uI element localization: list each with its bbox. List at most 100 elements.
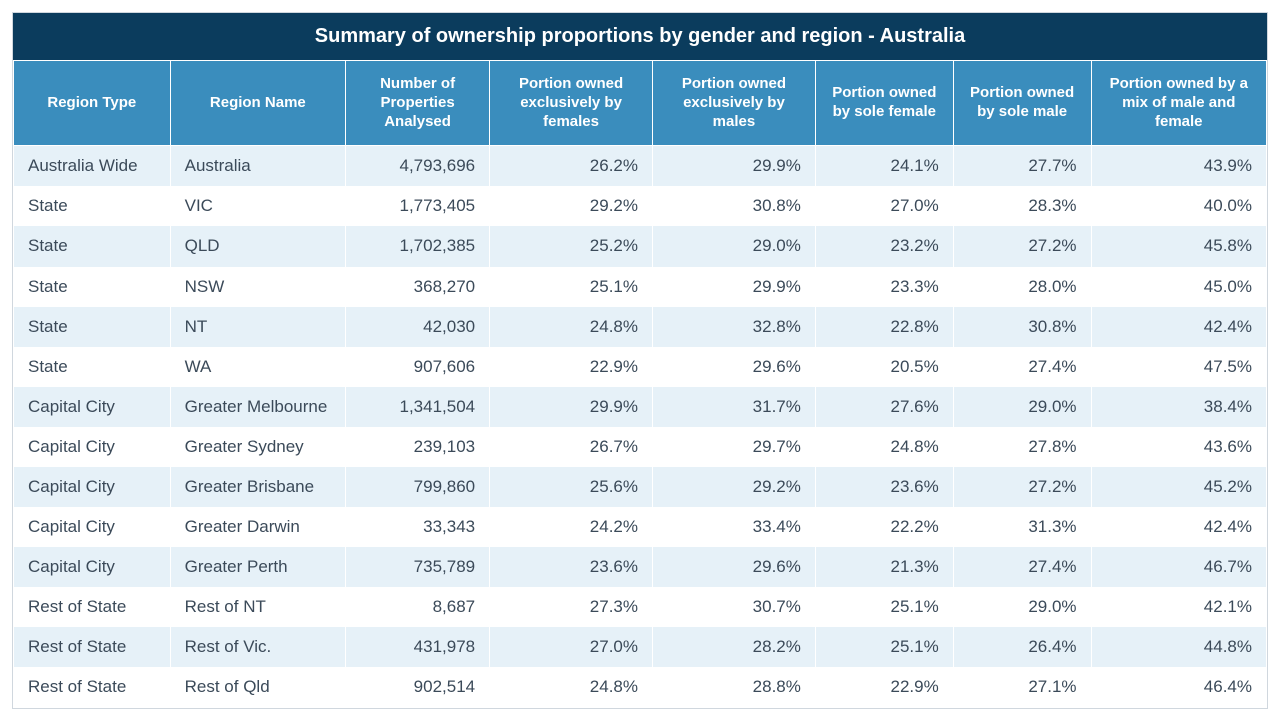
- table-cell: 28.8%: [653, 667, 816, 707]
- table-cell: Capital City: [14, 427, 171, 467]
- table-cell: 27.0%: [490, 627, 653, 667]
- table-cell: State: [14, 307, 171, 347]
- table-cell: 431,978: [346, 627, 490, 667]
- table-cell: 27.8%: [953, 427, 1091, 467]
- table-cell: QLD: [170, 226, 345, 266]
- table-cell: WA: [170, 347, 345, 387]
- table-cell: 239,103: [346, 427, 490, 467]
- table-cell: 27.3%: [490, 587, 653, 627]
- table-cell: 24.2%: [490, 507, 653, 547]
- table-cell: 30.7%: [653, 587, 816, 627]
- table-cell: 29.6%: [653, 347, 816, 387]
- table-cell: 42.4%: [1091, 307, 1266, 347]
- table-cell: 45.2%: [1091, 467, 1266, 507]
- column-header: Portion owned by sole female: [815, 61, 953, 146]
- column-header: Portion owned by a mix of male and femal…: [1091, 61, 1266, 146]
- table-cell: 26.7%: [490, 427, 653, 467]
- table-cell: 28.2%: [653, 627, 816, 667]
- table-cell: Greater Melbourne: [170, 387, 345, 427]
- table-cell: 42,030: [346, 307, 490, 347]
- table-cell: 24.8%: [815, 427, 953, 467]
- table-cell: Capital City: [14, 547, 171, 587]
- table-body: Australia WideAustralia4,793,69626.2%29.…: [14, 146, 1267, 708]
- table-cell: 23.3%: [815, 267, 953, 307]
- column-header: Portion owned exclusively by females: [490, 61, 653, 146]
- table-header: Region TypeRegion NameNumber of Properti…: [14, 61, 1267, 146]
- table-cell: 29.2%: [490, 186, 653, 226]
- table-cell: Greater Brisbane: [170, 467, 345, 507]
- table-cell: 20.5%: [815, 347, 953, 387]
- table-row: StateWA907,60622.9%29.6%20.5%27.4%47.5%: [14, 347, 1267, 387]
- column-header: Region Type: [14, 61, 171, 146]
- table-cell: 25.1%: [490, 267, 653, 307]
- table-cell: Rest of State: [14, 587, 171, 627]
- table-cell: 23.6%: [490, 547, 653, 587]
- table-cell: 47.5%: [1091, 347, 1266, 387]
- table-cell: 22.9%: [490, 347, 653, 387]
- table-cell: Rest of NT: [170, 587, 345, 627]
- table-cell: 30.8%: [653, 186, 816, 226]
- ownership-table: Region TypeRegion NameNumber of Properti…: [13, 60, 1267, 708]
- table-cell: State: [14, 267, 171, 307]
- table-cell: 27.1%: [953, 667, 1091, 707]
- table-row: Capital CityGreater Melbourne1,341,50429…: [14, 387, 1267, 427]
- table-cell: 42.1%: [1091, 587, 1266, 627]
- table-cell: 23.2%: [815, 226, 953, 266]
- table-cell: Rest of State: [14, 667, 171, 707]
- table-cell: 43.6%: [1091, 427, 1266, 467]
- table-cell: 45.0%: [1091, 267, 1266, 307]
- table-row: StateVIC1,773,40529.2%30.8%27.0%28.3%40.…: [14, 186, 1267, 226]
- table-row: Capital CityGreater Sydney239,10326.7%29…: [14, 427, 1267, 467]
- table-cell: 24.8%: [490, 667, 653, 707]
- column-header: Region Name: [170, 61, 345, 146]
- table-cell: 22.8%: [815, 307, 953, 347]
- ownership-table-container: Summary of ownership proportions by gend…: [12, 12, 1268, 709]
- table-cell: 27.0%: [815, 186, 953, 226]
- table-cell: 29.0%: [953, 387, 1091, 427]
- table-cell: 27.7%: [953, 146, 1091, 187]
- table-cell: Greater Perth: [170, 547, 345, 587]
- column-header: Portion owned by sole male: [953, 61, 1091, 146]
- table-cell: 1,341,504: [346, 387, 490, 427]
- table-cell: 25.1%: [815, 627, 953, 667]
- table-cell: 25.6%: [490, 467, 653, 507]
- table-cell: 27.2%: [953, 226, 1091, 266]
- table-cell: 29.0%: [953, 587, 1091, 627]
- table-cell: 4,793,696: [346, 146, 490, 187]
- table-cell: 30.8%: [953, 307, 1091, 347]
- table-cell: 23.6%: [815, 467, 953, 507]
- table-cell: 735,789: [346, 547, 490, 587]
- table-cell: 1,773,405: [346, 186, 490, 226]
- table-cell: VIC: [170, 186, 345, 226]
- table-cell: Capital City: [14, 467, 171, 507]
- table-cell: 26.2%: [490, 146, 653, 187]
- table-cell: 31.3%: [953, 507, 1091, 547]
- table-cell: 368,270: [346, 267, 490, 307]
- table-cell: 29.0%: [653, 226, 816, 266]
- table-cell: 29.6%: [653, 547, 816, 587]
- table-row: StateNT42,03024.8%32.8%22.8%30.8%42.4%: [14, 307, 1267, 347]
- table-cell: 46.4%: [1091, 667, 1266, 707]
- table-cell: 902,514: [346, 667, 490, 707]
- table-cell: 45.8%: [1091, 226, 1266, 266]
- table-row: Rest of StateRest of NT8,68727.3%30.7%25…: [14, 587, 1267, 627]
- table-cell: 8,687: [346, 587, 490, 627]
- table-cell: 25.2%: [490, 226, 653, 266]
- column-header: Number of Properties Analysed: [346, 61, 490, 146]
- column-header: Portion owned exclusively by males: [653, 61, 816, 146]
- table-cell: 26.4%: [953, 627, 1091, 667]
- table-cell: 44.8%: [1091, 627, 1266, 667]
- table-cell: Australia: [170, 146, 345, 187]
- table-cell: Greater Darwin: [170, 507, 345, 547]
- table-row: StateNSW368,27025.1%29.9%23.3%28.0%45.0%: [14, 267, 1267, 307]
- table-row: Rest of StateRest of Qld902,51424.8%28.8…: [14, 667, 1267, 707]
- table-cell: 799,860: [346, 467, 490, 507]
- table-cell: 31.7%: [653, 387, 816, 427]
- table-cell: 29.2%: [653, 467, 816, 507]
- table-cell: 29.9%: [653, 267, 816, 307]
- table-row: Capital CityGreater Darwin33,34324.2%33.…: [14, 507, 1267, 547]
- table-cell: 32.8%: [653, 307, 816, 347]
- table-cell: 29.9%: [490, 387, 653, 427]
- table-cell: 1,702,385: [346, 226, 490, 266]
- table-cell: 27.6%: [815, 387, 953, 427]
